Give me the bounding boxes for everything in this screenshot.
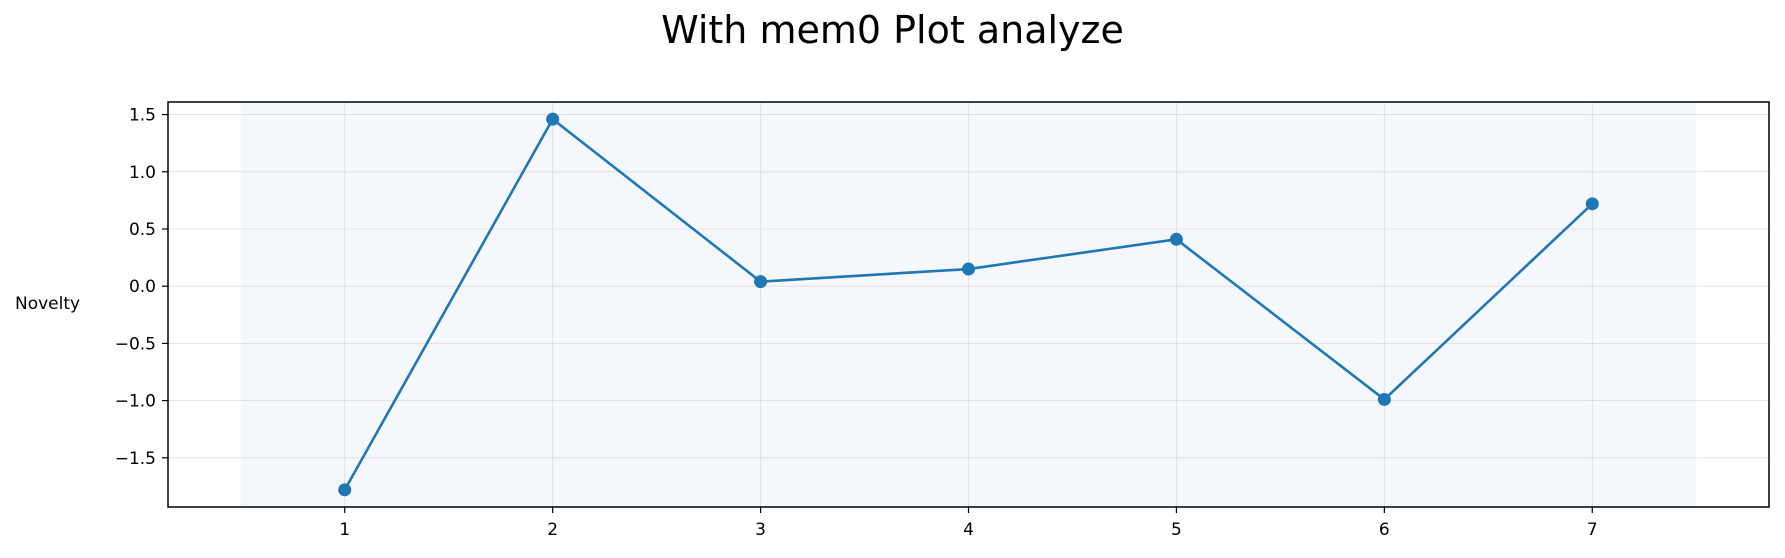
y-tick-label: 1.0 (129, 163, 156, 183)
data-point (1169, 232, 1183, 246)
chart-title: With mem0 Plot analyze (661, 8, 1124, 52)
data-point (1585, 197, 1599, 211)
data-point (546, 112, 560, 126)
data-point (1377, 392, 1391, 406)
y-tick-label: 1.5 (129, 106, 156, 126)
x-tick-label: 3 (755, 520, 766, 540)
data-point (962, 262, 975, 276)
y-tick-label: −0.5 (115, 334, 156, 354)
x-tick-label: 7 (1587, 520, 1598, 540)
data-point (754, 275, 768, 289)
x-tick-label: 6 (1379, 520, 1390, 540)
y-tick-label: −1.0 (115, 392, 156, 412)
data-point (338, 483, 352, 497)
y-axis-label: Novelty (15, 294, 80, 314)
y-tick-label: −1.5 (115, 449, 156, 469)
y-tick-label: 0.5 (129, 220, 156, 240)
x-tick-label: 1 (339, 520, 350, 540)
x-tick-label: 4 (963, 520, 974, 540)
y-tick-label: 0.0 (129, 277, 156, 297)
x-tick-label: 5 (1171, 520, 1182, 540)
x-tick-label: 2 (547, 520, 558, 540)
